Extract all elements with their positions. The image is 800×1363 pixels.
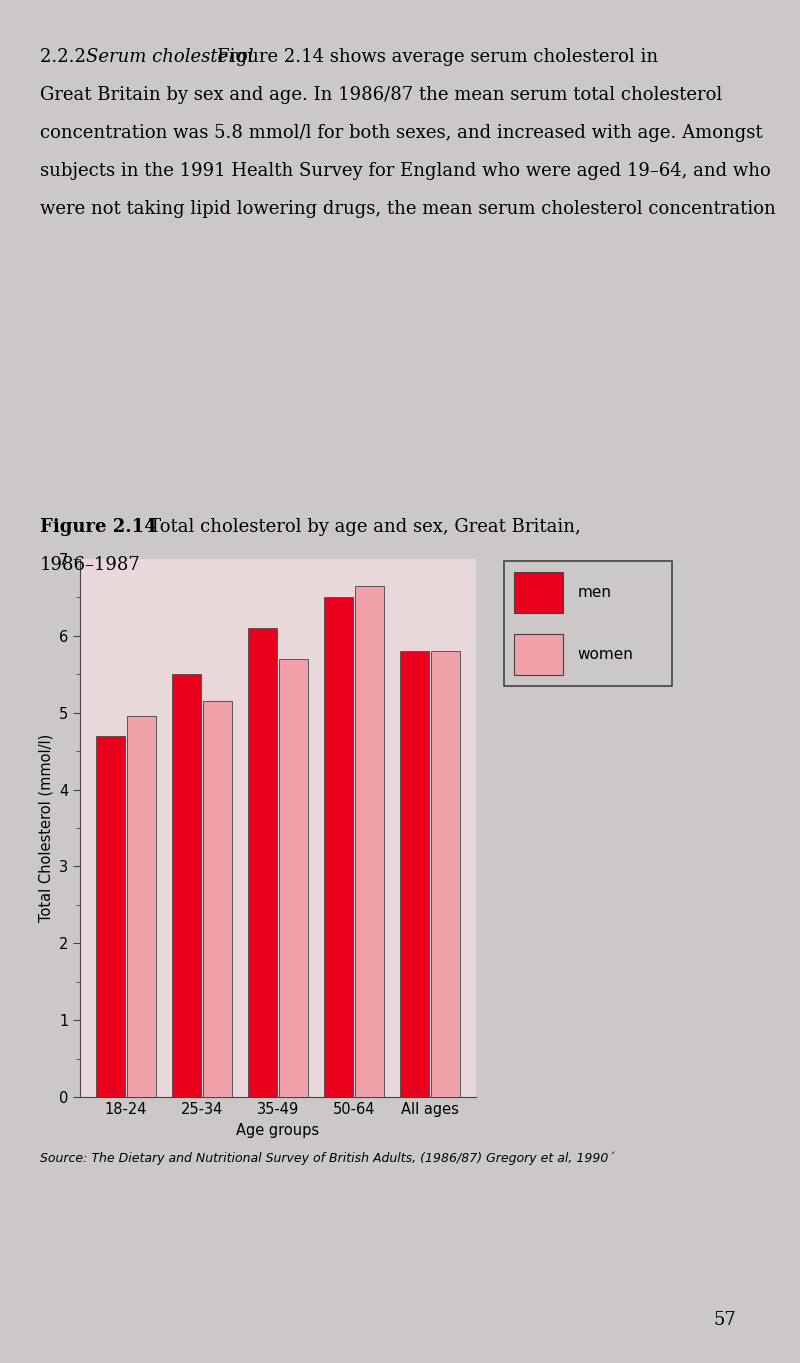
X-axis label: Age groups: Age groups	[237, 1123, 319, 1138]
Bar	[127, 717, 156, 1097]
Bar	[400, 652, 429, 1097]
Text: were not taking lipid lowering drugs, the mean serum cholesterol concentration: were not taking lipid lowering drugs, th…	[40, 200, 776, 218]
Y-axis label: Total Cholesterol (mmol/l): Total Cholesterol (mmol/l)	[38, 733, 54, 923]
Text: Figure 2.14: Figure 2.14	[40, 518, 157, 536]
Text: 2.2.2: 2.2.2	[40, 48, 103, 65]
Text: 1986–1987: 1986–1987	[40, 556, 141, 574]
FancyBboxPatch shape	[514, 634, 563, 676]
Text: Total cholesterol by age and sex, Great Britain,: Total cholesterol by age and sex, Great …	[132, 518, 581, 536]
Bar	[279, 658, 308, 1097]
Bar	[172, 675, 201, 1097]
Text: concentration was 5.8 mmol/l for both sexes, and increased with age. Amongst: concentration was 5.8 mmol/l for both se…	[40, 124, 762, 142]
Text: subjects in the 1991 Health Survey for England who were aged 19–64, and who: subjects in the 1991 Health Survey for E…	[40, 162, 770, 180]
Bar	[96, 736, 125, 1097]
Bar	[248, 628, 277, 1097]
Bar	[355, 586, 384, 1097]
Bar	[431, 652, 460, 1097]
Text: Serum cholesterol: Serum cholesterol	[86, 48, 254, 65]
Text: Source: The Dietary and Nutritional Survey of British Adults, (1986/87) Gregory : Source: The Dietary and Nutritional Surv…	[40, 1152, 614, 1165]
Text: women: women	[578, 647, 634, 662]
Text: Great Britain by sex and age. In 1986/87 the mean serum total cholesterol: Great Britain by sex and age. In 1986/87…	[40, 86, 722, 104]
Text: Figure 2.14 shows average serum cholesterol in: Figure 2.14 shows average serum choleste…	[200, 48, 658, 65]
Text: 57: 57	[714, 1311, 736, 1329]
Text: men: men	[578, 585, 611, 600]
FancyBboxPatch shape	[514, 572, 563, 613]
Bar	[203, 701, 232, 1097]
Bar	[324, 597, 353, 1097]
